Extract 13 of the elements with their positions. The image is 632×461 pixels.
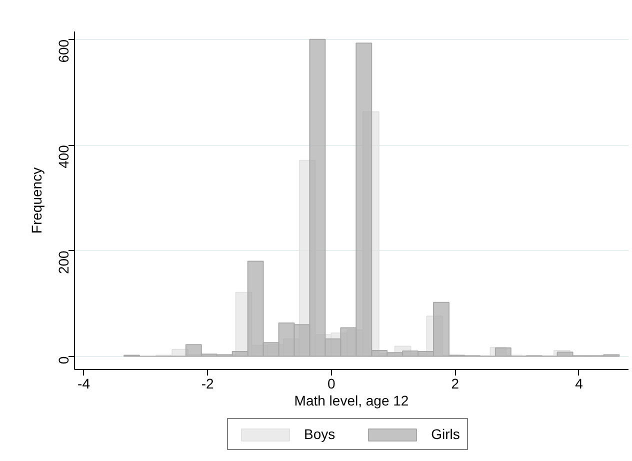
y-tick-label: 200 [56, 250, 72, 274]
x-axis-title: Math level, age 12 [294, 392, 409, 408]
y-tick-label: 600 [56, 39, 72, 63]
y-tick-label: 0 [56, 356, 72, 364]
legend-label: Girls [431, 426, 460, 442]
x-tick-label: 4 [575, 376, 584, 392]
x-tick-label: -2 [201, 376, 214, 392]
y-axis-title: Frequency [28, 167, 44, 234]
x-tick-label: 2 [451, 376, 460, 392]
legend-label: Boys [304, 426, 336, 442]
x-tick-label: 0 [327, 376, 336, 392]
x-tick-label: -4 [78, 376, 90, 392]
y-tick-label: 400 [56, 144, 72, 168]
